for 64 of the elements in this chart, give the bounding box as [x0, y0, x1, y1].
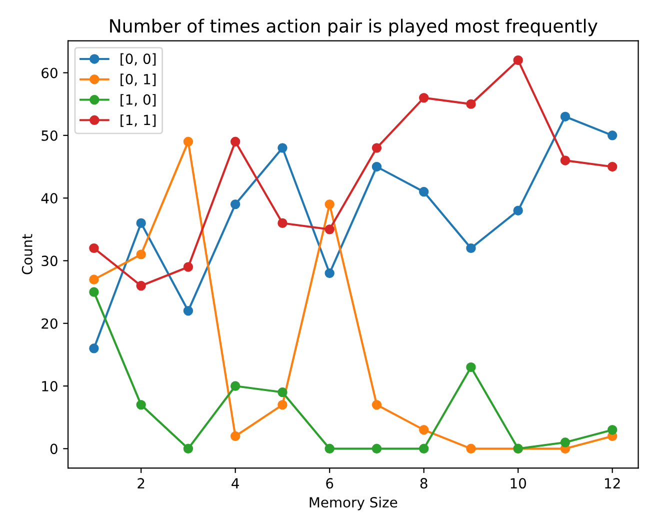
point	[372, 444, 382, 454]
point	[230, 431, 240, 441]
point	[466, 99, 476, 109]
legend-label: [1, 1]	[120, 114, 156, 127]
point	[89, 243, 99, 254]
y-tick-label: 40	[41, 193, 58, 204]
point	[560, 156, 570, 166]
point	[418, 444, 429, 454]
chart-title: Number of times action pair is played most frequently	[110, 18, 598, 36]
point	[418, 425, 429, 435]
y-tick-label: 60	[42, 68, 58, 78]
point	[183, 136, 194, 147]
x-tick-label: 8	[420, 478, 428, 489]
point	[136, 250, 146, 260]
x-tick-label: 2	[138, 478, 144, 488]
legend-label: [0, 0]	[120, 53, 156, 66]
point	[183, 306, 194, 316]
point	[278, 218, 288, 228]
point	[183, 444, 194, 454]
point	[466, 362, 476, 372]
point	[608, 130, 618, 140]
point	[278, 387, 288, 398]
point	[183, 262, 194, 272]
x-tick-label: 4	[232, 478, 239, 488]
point	[230, 381, 240, 391]
point	[608, 162, 618, 172]
point	[513, 206, 523, 216]
point	[324, 199, 334, 210]
point	[89, 274, 99, 284]
point	[372, 400, 382, 410]
point	[230, 136, 240, 147]
point	[372, 143, 382, 153]
point	[324, 268, 334, 278]
point	[89, 287, 99, 297]
point	[324, 224, 334, 234]
legend-label: [0, 1]	[120, 74, 156, 86]
x-tick-label: 10	[510, 478, 526, 489]
point	[278, 143, 288, 153]
y-tick-label: 0	[50, 444, 58, 454]
point	[608, 425, 618, 435]
y-tick-label: 10	[42, 380, 58, 392]
point	[560, 112, 570, 122]
point	[136, 400, 146, 410]
x-axis-title: Memory Size	[310, 496, 398, 510]
y-tick-label: 30	[42, 256, 58, 266]
y-axis-title: Count	[22, 234, 32, 274]
point	[418, 92, 429, 103]
y-tick-label: 50	[42, 130, 58, 141]
point	[372, 162, 382, 172]
point	[230, 199, 240, 210]
y-tick-label: 20	[42, 318, 58, 329]
point	[418, 186, 429, 197]
point	[278, 400, 288, 410]
x-tick-label: 12	[605, 478, 620, 488]
point	[466, 444, 476, 454]
point	[560, 438, 570, 448]
point	[136, 218, 146, 228]
point	[513, 55, 523, 66]
point	[466, 243, 476, 254]
point	[89, 344, 99, 354]
legend-label: [1, 0]	[120, 94, 156, 106]
point	[324, 444, 334, 454]
x-tick-label: 6	[326, 478, 334, 489]
point	[136, 280, 146, 291]
